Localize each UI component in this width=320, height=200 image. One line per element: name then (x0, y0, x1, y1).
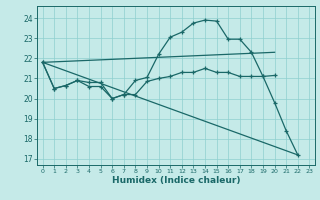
X-axis label: Humidex (Indice chaleur): Humidex (Indice chaleur) (112, 176, 240, 185)
